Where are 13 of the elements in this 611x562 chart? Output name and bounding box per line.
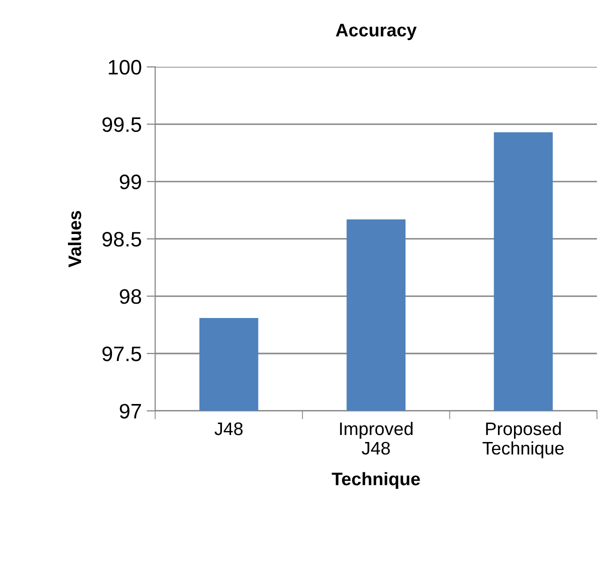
- y-tick-label: 100: [108, 60, 142, 75]
- y-tick-label: 98.5: [102, 232, 142, 247]
- y-tick-label: 99: [120, 174, 142, 190]
- x-tick-label: J48: [214, 422, 243, 436]
- y-tick-label: 97: [120, 404, 141, 419]
- x-axis-title: Technique: [332, 472, 420, 489]
- y-tick-label: 99.5: [102, 117, 142, 132]
- y-axis-title: Values: [68, 210, 82, 268]
- x-tick-label: Proposed Technique: [482, 422, 564, 458]
- chart-title: Accuracy: [336, 24, 417, 40]
- y-tick-label: 97.5: [102, 346, 142, 362]
- y-tick-label: 98: [120, 289, 142, 304]
- x-tick-label: Improved J48: [340, 422, 413, 455]
